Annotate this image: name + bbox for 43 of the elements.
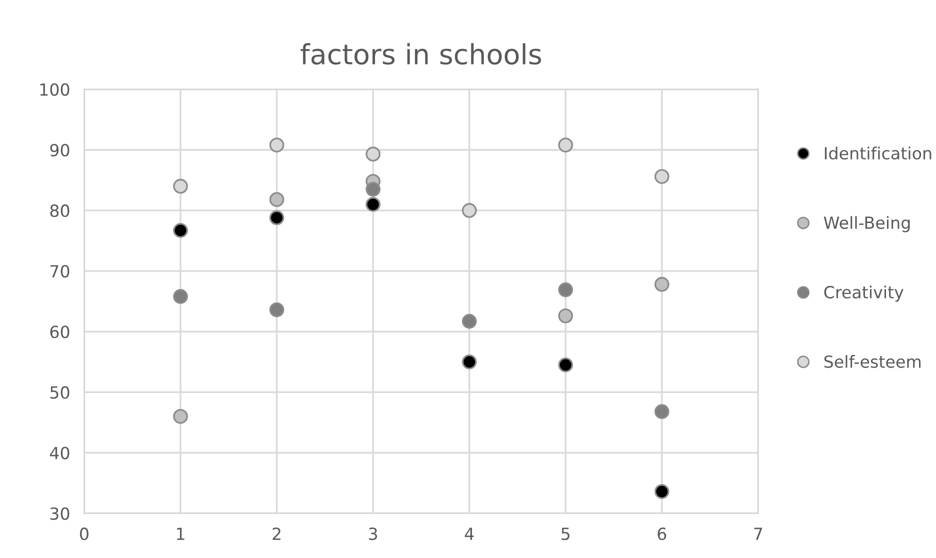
point bbox=[558, 282, 574, 298]
y-tick-label: 50 bbox=[50, 386, 70, 399]
point bbox=[366, 196, 380, 212]
point bbox=[654, 169, 670, 184]
point bbox=[462, 354, 477, 370]
y-tick-label: 80 bbox=[50, 204, 70, 218]
y-tick-label: 70 bbox=[50, 264, 70, 278]
point bbox=[173, 409, 188, 424]
point bbox=[269, 192, 284, 207]
x-tick-label: 7 bbox=[754, 528, 762, 540]
point bbox=[173, 289, 188, 304]
y-tick-label: 40 bbox=[50, 446, 70, 460]
chart-title: factors in schools bbox=[300, 43, 542, 65]
y-tick-label: 100 bbox=[40, 83, 70, 96]
point bbox=[462, 203, 477, 218]
y-tick-label: 90 bbox=[50, 144, 70, 156]
x-tick-label: 6 bbox=[658, 528, 666, 540]
point bbox=[269, 302, 284, 318]
point bbox=[558, 308, 574, 324]
point bbox=[462, 314, 477, 329]
legend-label: Identification bbox=[824, 146, 932, 160]
legend-label: Well-Being bbox=[824, 216, 910, 232]
point bbox=[558, 358, 574, 372]
legend-label: Self-esteem bbox=[824, 355, 921, 368]
point bbox=[558, 138, 574, 152]
x-tick-label: 2 bbox=[272, 528, 280, 540]
x-tick-label: 5 bbox=[562, 528, 570, 540]
x-tick-label: 0 bbox=[80, 528, 88, 540]
x-tick-label: 4 bbox=[464, 528, 474, 540]
point bbox=[654, 404, 670, 420]
point bbox=[366, 182, 380, 197]
point bbox=[654, 484, 670, 499]
x-tick-label: 1 bbox=[177, 528, 184, 540]
legend-label: Creativity bbox=[824, 286, 904, 302]
point bbox=[366, 146, 380, 162]
point bbox=[173, 223, 188, 238]
point bbox=[173, 178, 188, 194]
y-tick-label: 30 bbox=[50, 507, 70, 520]
point bbox=[654, 276, 670, 292]
x-tick-label: 3 bbox=[369, 528, 378, 540]
point bbox=[269, 210, 284, 226]
point bbox=[269, 138, 284, 152]
y-tick-label: 60 bbox=[50, 326, 70, 338]
